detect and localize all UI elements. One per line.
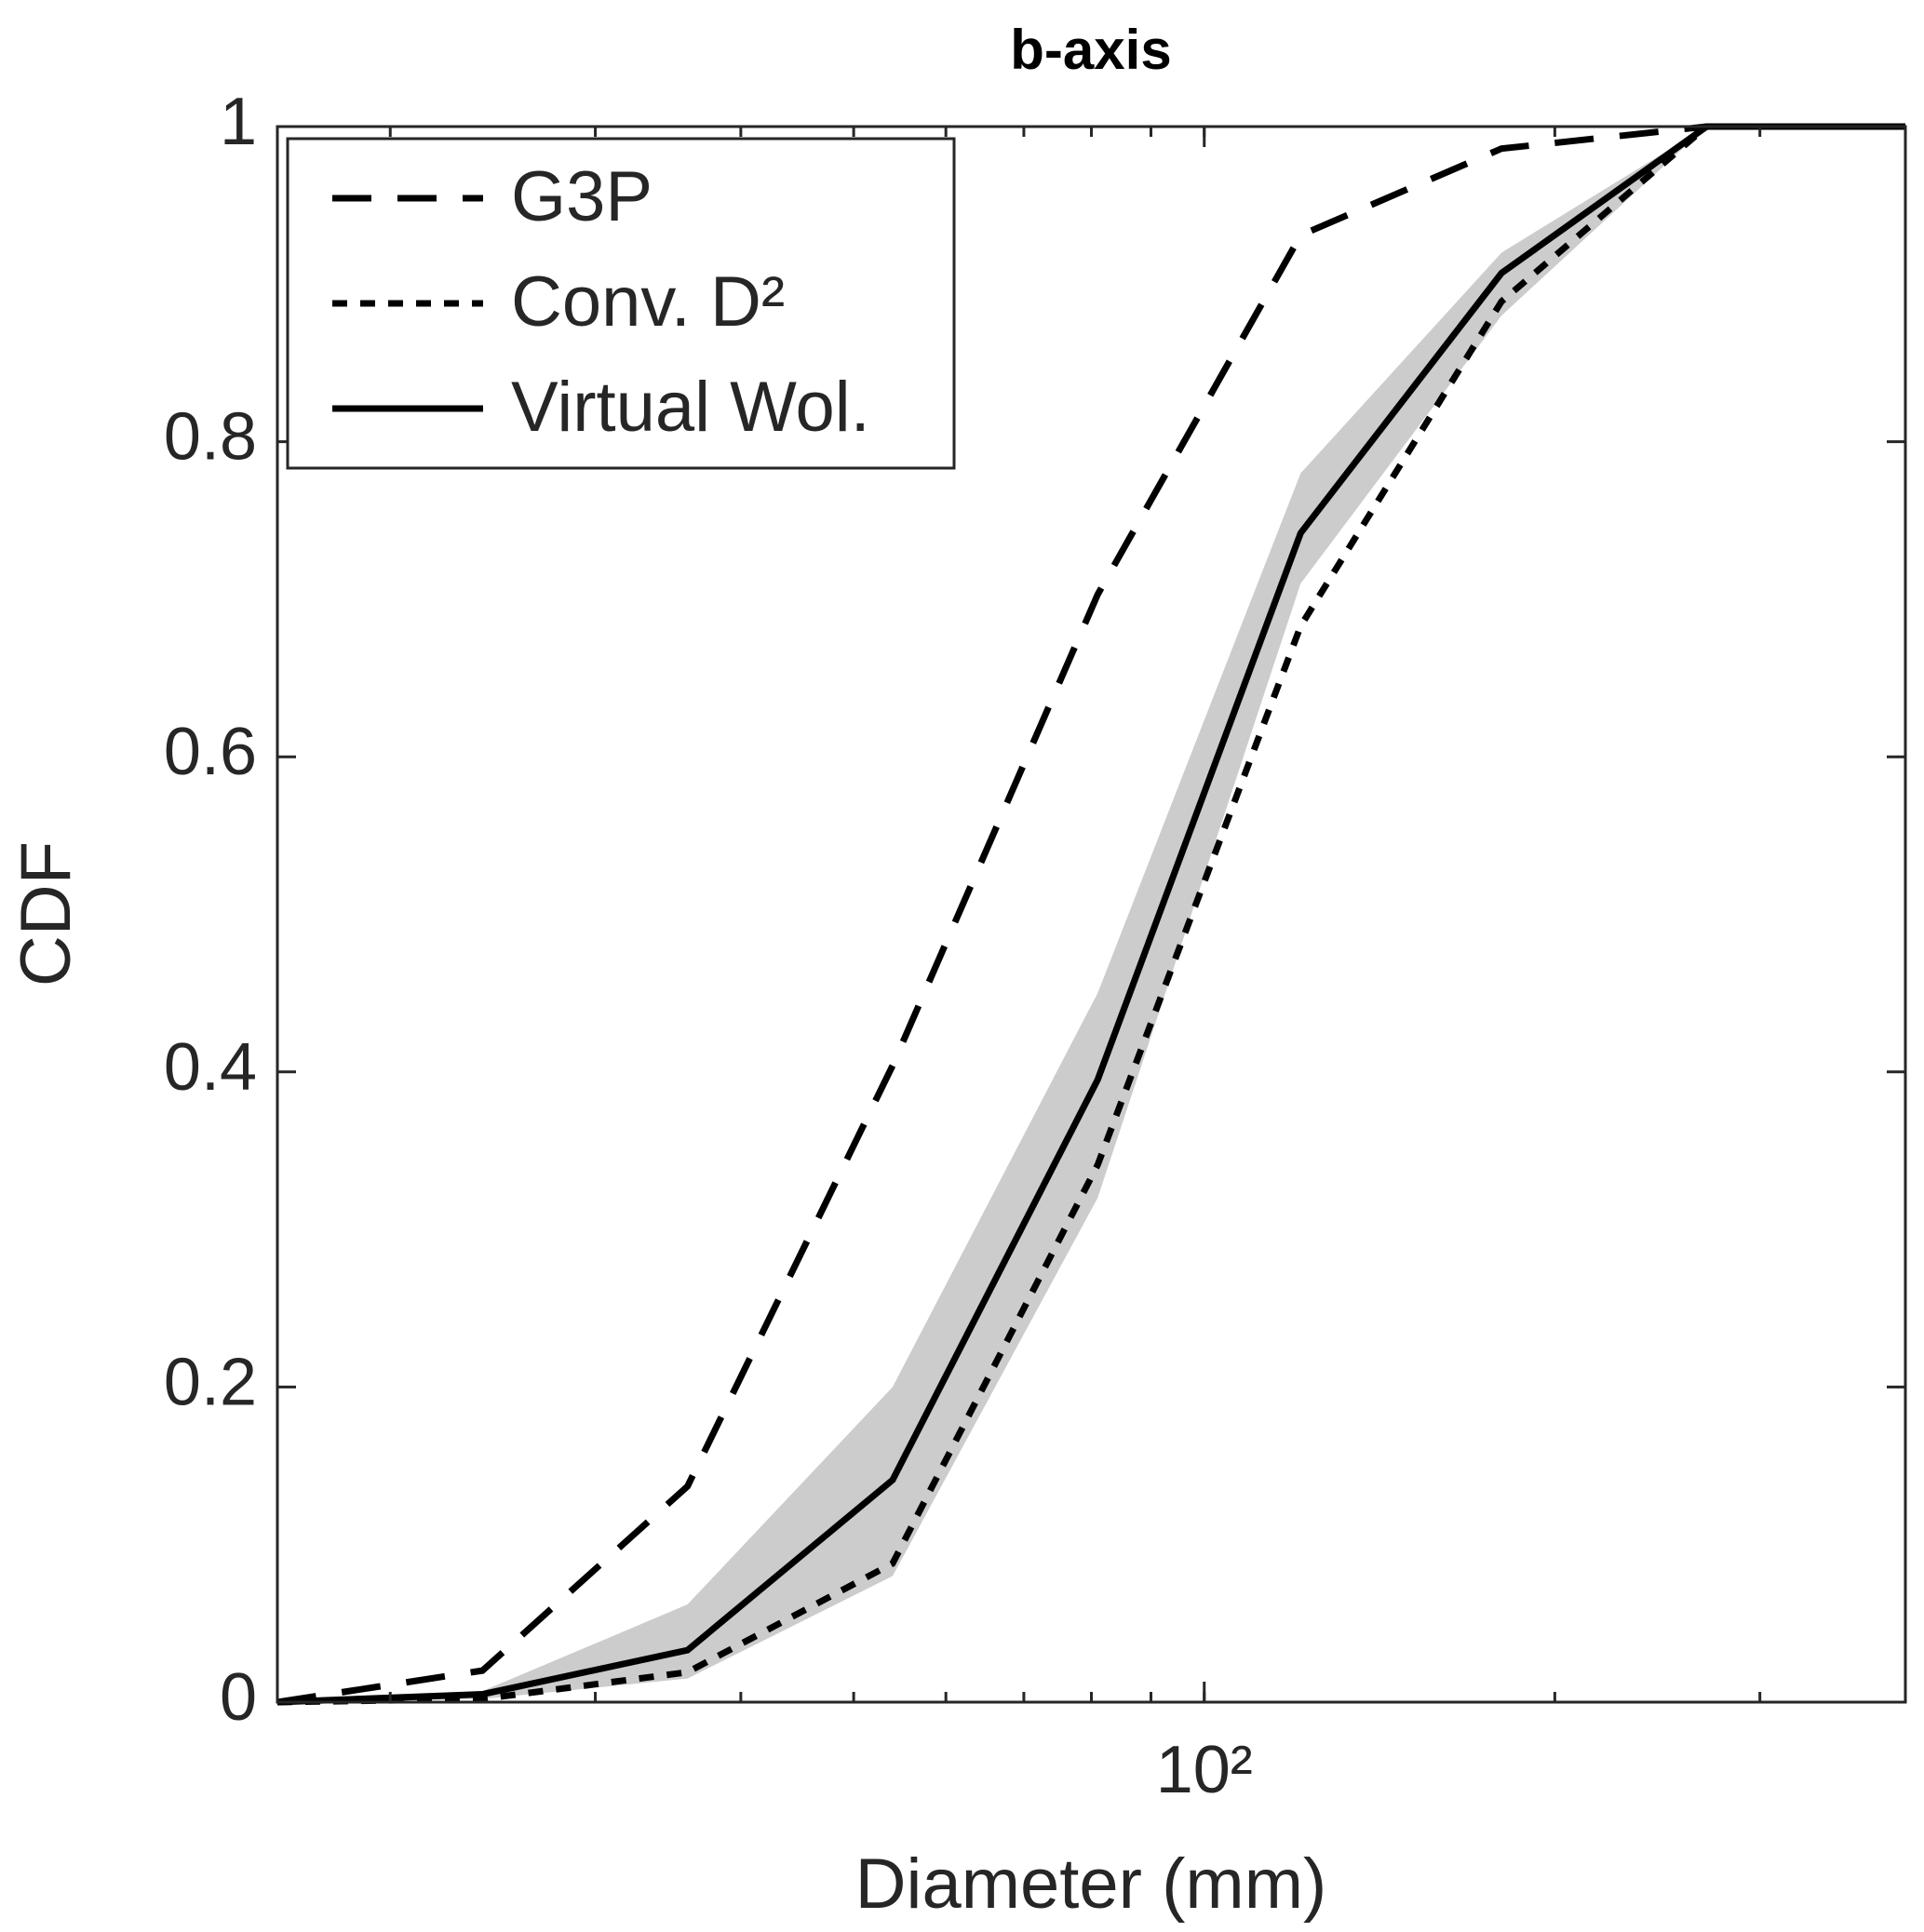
x-axis-label: Diameter (mm) (855, 1845, 1327, 1924)
y-tick-label: 0 (220, 1660, 257, 1735)
series-line (276, 123, 1905, 1706)
legend-label: Virtual Wol. (511, 368, 870, 447)
y-axis-label: CDF (7, 841, 86, 986)
y-tick-label: 1 (220, 85, 257, 159)
legend-label: Conv. D² (511, 262, 785, 342)
y-tick-label: 0.8 (164, 400, 257, 475)
y-tick-label: 0.2 (164, 1345, 257, 1419)
y-tick-label: 0.4 (164, 1030, 257, 1105)
series-line (276, 123, 1905, 1706)
y-tick-label: 0.6 (164, 715, 257, 789)
chart-title: b-axis (1010, 19, 1171, 81)
series-line (276, 123, 1905, 1706)
legend-label: G3P (511, 157, 653, 236)
x-tick-label: 10² (1156, 1733, 1253, 1807)
